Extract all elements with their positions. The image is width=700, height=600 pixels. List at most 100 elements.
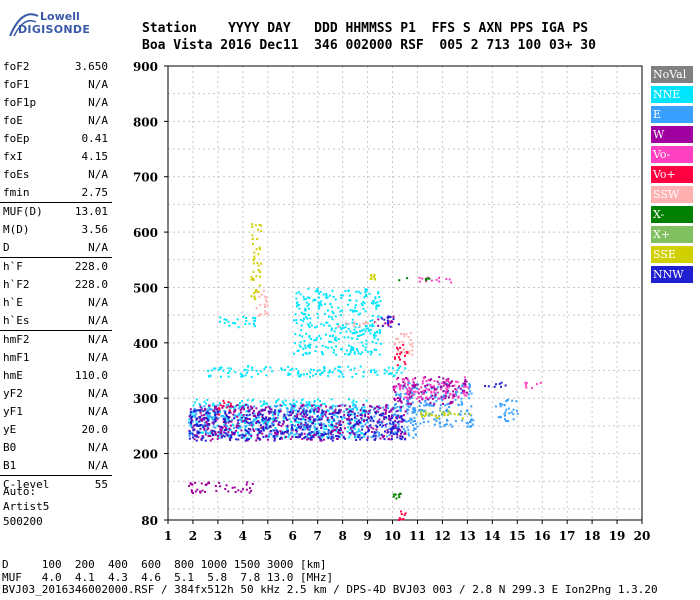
- data-point: [378, 414, 381, 417]
- data-point: [445, 278, 448, 281]
- data-point: [302, 313, 305, 316]
- data-point: [228, 427, 231, 430]
- data-point: [224, 413, 227, 416]
- param-row: foE N/A: [0, 112, 112, 130]
- data-point: [392, 495, 395, 498]
- data-point: [318, 418, 321, 421]
- data-point: [257, 268, 260, 271]
- data-point: [389, 321, 392, 324]
- data-point: [192, 424, 195, 427]
- data-point: [402, 419, 405, 422]
- data-point: [442, 390, 445, 393]
- param-value: N/A: [88, 168, 108, 181]
- data-point: [452, 393, 455, 396]
- data-point: [407, 336, 410, 338]
- data-point: [227, 375, 230, 378]
- data-point: [205, 410, 208, 413]
- param-value: 4.15: [81, 150, 109, 163]
- data-point: [275, 405, 277, 408]
- data-point: [205, 430, 208, 433]
- data-point: [230, 429, 233, 432]
- data-point: [466, 422, 469, 425]
- data-point: [324, 413, 327, 416]
- data-point: [189, 412, 192, 415]
- data-point: [223, 416, 226, 419]
- data-point: [347, 365, 350, 368]
- data-point: [232, 413, 235, 416]
- parameter-table: foF2 3.650 foF1 N/A foF1p N/A foE N/A foEp 0.41 fx…: [0, 58, 112, 494]
- data-point: [233, 431, 236, 434]
- data-point: [410, 395, 413, 398]
- data-point: [274, 401, 277, 404]
- data-point: [237, 438, 240, 441]
- x-tick-label: 7: [314, 529, 322, 543]
- data-point: [337, 369, 340, 372]
- data-point: [324, 431, 326, 434]
- data-point: [244, 439, 247, 442]
- data-point: [313, 419, 316, 422]
- data-point: [374, 434, 377, 437]
- data-point: [390, 320, 393, 323]
- data-point: [392, 315, 395, 318]
- data-point: [388, 415, 390, 417]
- data-point: [434, 392, 437, 395]
- data-point: [315, 407, 318, 410]
- data-point: [242, 420, 244, 423]
- data-point: [307, 287, 310, 290]
- data-point: [417, 392, 420, 395]
- data-point: [231, 431, 233, 434]
- data-point: [197, 409, 200, 412]
- data-point: [439, 388, 442, 391]
- data-point: [369, 424, 372, 427]
- data-point: [352, 408, 354, 411]
- data-point: [265, 296, 268, 299]
- data-point: [411, 391, 414, 394]
- data-point: [236, 419, 239, 422]
- data-point: [399, 392, 402, 395]
- data-point: [429, 401, 432, 404]
- data-point: [324, 333, 327, 336]
- data-point: [193, 434, 196, 437]
- data-point: [360, 417, 363, 420]
- data-point: [338, 423, 341, 426]
- data-point: [246, 430, 248, 433]
- data-point: [219, 316, 222, 319]
- data-point: [244, 422, 247, 425]
- data-point: [376, 420, 379, 423]
- data-point: [281, 437, 283, 440]
- data-point: [372, 324, 375, 327]
- data-point: [392, 415, 394, 417]
- data-point: [318, 304, 320, 307]
- data-point: [312, 435, 314, 438]
- data-point: [245, 483, 248, 486]
- data-point: [353, 322, 356, 325]
- data-point: [370, 273, 373, 276]
- data-point: [418, 276, 421, 279]
- param-value: 13.01: [74, 205, 108, 218]
- data-point: [288, 433, 290, 436]
- data-point: [357, 436, 360, 439]
- data-point: [357, 352, 360, 355]
- data-point: [207, 404, 210, 407]
- data-point: [448, 410, 451, 413]
- data-point: [507, 407, 510, 410]
- data-point: [330, 329, 333, 332]
- data-point: [221, 426, 224, 429]
- data-point: [408, 392, 411, 395]
- data-point: [456, 391, 459, 394]
- data-point: [506, 399, 508, 402]
- data-point: [339, 310, 342, 313]
- data-point: [264, 299, 267, 302]
- data-point: [257, 372, 259, 375]
- data-point: [454, 420, 457, 423]
- data-point: [269, 430, 272, 432]
- data-point: [217, 435, 219, 438]
- data-point: [465, 421, 468, 424]
- data-point: [402, 343, 405, 346]
- data-point: [264, 310, 267, 313]
- data-point: [225, 416, 228, 419]
- data-point: [385, 416, 387, 419]
- data-point: [409, 419, 412, 421]
- data-point: [304, 347, 307, 350]
- data-point: [351, 348, 354, 351]
